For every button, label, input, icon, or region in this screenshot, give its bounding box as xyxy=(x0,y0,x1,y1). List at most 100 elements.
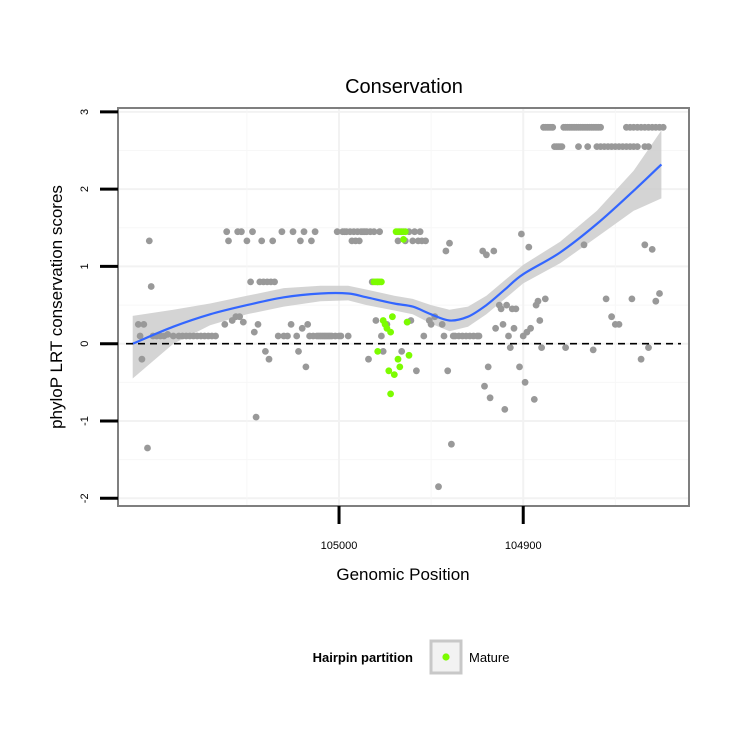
mature-data-point xyxy=(385,367,393,375)
mature-data-point xyxy=(401,228,409,236)
data-point xyxy=(438,321,446,328)
data-point xyxy=(645,344,652,351)
legend-swatch-mature xyxy=(442,653,450,661)
data-point xyxy=(337,332,345,340)
mature-data-point xyxy=(405,351,413,359)
data-point xyxy=(486,394,494,402)
data-point xyxy=(506,344,514,351)
mature-data-point xyxy=(387,390,394,398)
data-point xyxy=(300,228,308,236)
data-point xyxy=(499,321,507,328)
data-point xyxy=(138,355,146,363)
data-point xyxy=(580,241,588,249)
data-point xyxy=(512,305,520,313)
data-point xyxy=(293,332,301,340)
data-point xyxy=(289,228,297,236)
data-point xyxy=(409,237,417,245)
data-point xyxy=(645,143,652,151)
data-point xyxy=(140,321,148,328)
mature-data-point xyxy=(370,278,378,286)
data-point xyxy=(549,123,557,131)
data-point xyxy=(394,237,402,245)
data-point xyxy=(510,324,518,332)
data-point xyxy=(521,378,529,386)
x-axis-title: Genomic Position xyxy=(336,565,469,584)
data-point xyxy=(365,355,372,363)
data-point xyxy=(427,321,435,328)
data-point xyxy=(442,247,450,255)
y-axis: -2 -1 0 1 2 3 xyxy=(79,109,118,503)
data-point xyxy=(247,278,255,286)
data-point xyxy=(311,228,319,236)
mature-data-point xyxy=(387,328,394,336)
data-point xyxy=(659,123,667,131)
x-axis: 105000 104900 xyxy=(321,506,542,552)
x-tick-label: 105000 xyxy=(321,540,358,552)
data-point xyxy=(562,344,569,351)
data-point xyxy=(420,332,428,340)
data-point xyxy=(278,228,286,236)
data-point xyxy=(145,237,153,245)
y-tick-label: -2 xyxy=(79,493,91,503)
data-point xyxy=(492,324,499,332)
mature-data-point xyxy=(374,348,382,355)
data-point xyxy=(589,346,597,354)
data-point xyxy=(254,321,262,328)
gray-points-layer xyxy=(134,123,667,491)
data-point xyxy=(297,237,304,245)
data-point xyxy=(344,332,352,340)
data-point xyxy=(295,348,302,355)
data-point xyxy=(505,332,512,340)
data-point xyxy=(503,301,510,309)
data-point xyxy=(258,237,266,245)
data-point xyxy=(602,295,610,303)
data-point xyxy=(518,230,525,238)
data-point xyxy=(134,321,142,328)
data-point xyxy=(416,228,424,236)
smooth-trend-line xyxy=(132,163,663,345)
data-point xyxy=(239,318,247,326)
data-point xyxy=(615,321,623,328)
data-point xyxy=(287,321,295,328)
data-point xyxy=(372,317,380,324)
data-point xyxy=(584,143,592,151)
data-point xyxy=(262,348,269,355)
plot-panel xyxy=(117,107,690,507)
data-point xyxy=(628,295,636,303)
data-point xyxy=(333,228,341,236)
panel-border xyxy=(117,107,690,507)
legend-title: Hairpin partition xyxy=(313,650,413,665)
mature-data-point xyxy=(389,313,396,321)
data-point xyxy=(481,382,488,390)
data-point xyxy=(304,321,312,328)
data-point xyxy=(221,321,229,328)
data-point xyxy=(274,332,282,340)
data-point xyxy=(169,332,177,340)
data-point xyxy=(444,367,452,375)
chart-title: Conservation xyxy=(345,76,463,98)
data-point xyxy=(530,396,538,403)
data-point xyxy=(525,243,533,251)
data-point xyxy=(497,305,505,313)
data-point xyxy=(243,237,251,245)
data-point xyxy=(483,251,490,259)
data-point xyxy=(308,237,315,245)
data-point xyxy=(398,348,406,355)
data-point xyxy=(378,332,385,340)
data-point xyxy=(516,363,523,371)
mature-points-layer xyxy=(370,228,413,398)
data-point xyxy=(212,332,220,340)
data-point xyxy=(422,237,429,245)
data-point xyxy=(225,237,232,245)
data-point xyxy=(536,317,544,324)
data-point xyxy=(265,355,273,363)
data-point xyxy=(411,228,418,236)
data-point xyxy=(634,143,641,151)
y-tick-label: 0 xyxy=(79,341,91,347)
data-point xyxy=(250,328,258,336)
mature-data-point xyxy=(403,318,411,326)
y-tick-label: -1 xyxy=(79,416,91,426)
x-tick-label: 104900 xyxy=(505,540,542,552)
smooth-line-layer xyxy=(132,163,663,345)
